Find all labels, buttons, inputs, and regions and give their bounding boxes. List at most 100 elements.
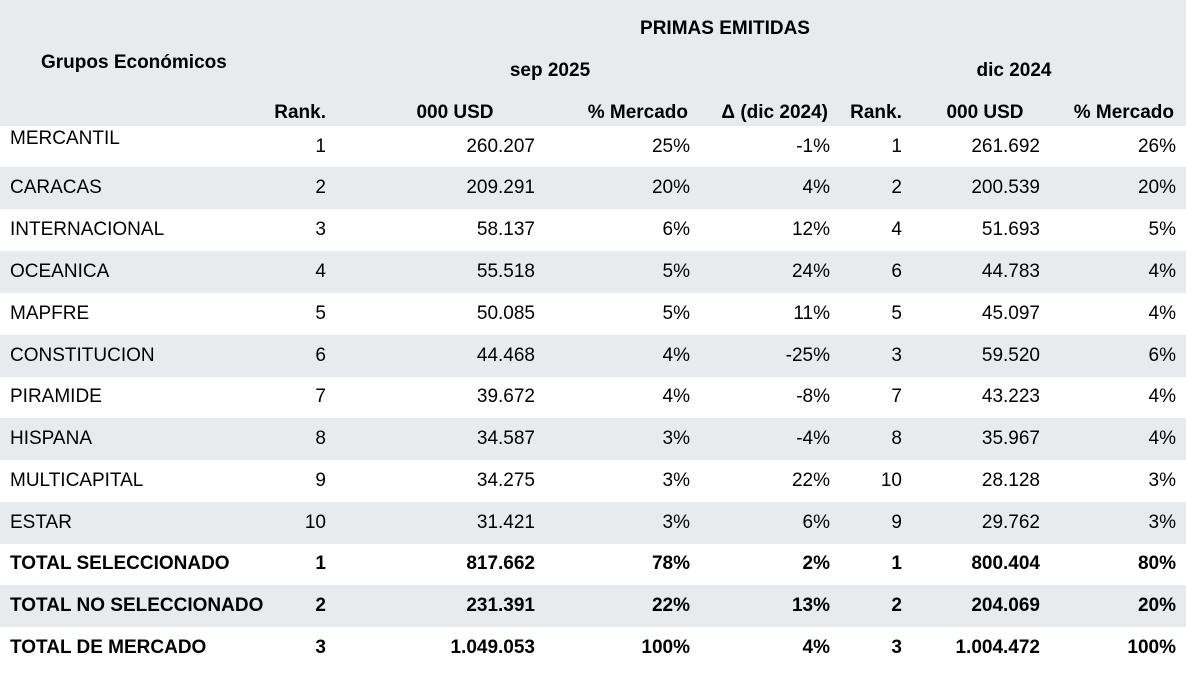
cell-rank: 1 [315,553,326,574]
cell-usd: 260.207 [466,136,535,157]
cell-market-prev: 20% [1137,595,1176,616]
col-market-current: % Mercado [587,102,688,123]
cell-market: 78% [651,553,690,574]
cell-rank-prev: 7 [891,386,902,407]
col-rank-previous: Rank. [850,102,902,123]
cell-name: INTERNACIONAL [10,219,165,240]
col-market-previous: % Mercado [1073,102,1174,123]
cell-delta: -4% [796,428,830,449]
cell-market-prev: 100% [1127,637,1176,658]
cell-usd: 31.421 [476,512,535,533]
cell-market-prev: 6% [1148,345,1176,366]
cell-rank: 5 [315,303,326,324]
table-header: PRIMAS EMITIDAS Grupos Económicos sep 20… [0,0,1186,126]
cell-market: 6% [662,219,690,240]
period-previous: dic 2024 [976,60,1052,81]
cell-market: 3% [662,470,690,491]
cell-name: TOTAL DE MERCADO [10,637,207,658]
table-row: CARACAS 2 209.291 20% 4% 2 200.539 20% [0,167,1186,209]
cell-usd-prev: 45.097 [981,303,1040,324]
cell-rank: 3 [315,637,326,658]
cell-market: 25% [651,136,690,157]
table-row: HISPANA 8 34.587 3% -4% 8 35.967 4% [0,418,1186,460]
cell-rank: 7 [315,386,326,407]
cell-name: MAPFRE [10,303,90,324]
cell-usd-prev: 29.762 [981,512,1040,533]
cell-rank: 4 [315,261,326,282]
cell-usd: 34.275 [476,470,535,491]
cell-market: 22% [651,595,690,616]
cell-delta: -8% [796,386,830,407]
cell-rank: 10 [304,512,326,533]
cell-usd-prev: 1.004.472 [955,637,1040,658]
group-label: Grupos Económicos [41,52,227,73]
cell-name: TOTAL SELECCIONADO [10,553,230,574]
cell-usd-prev: 43.223 [981,386,1040,407]
cell-rank: 6 [315,345,326,366]
cell-delta: 13% [791,595,830,616]
table-row: TOTAL NO SELECCIONADO 2 231.391 22% 13% 2 204.… [0,585,1186,627]
table-row: MULTICAPITAL 9 34.275 3% 22% 10 28.128 3% [0,460,1186,502]
col-usd-current: 000 USD [416,102,494,123]
cell-name: OCEANICA [10,261,110,282]
cell-market-prev: 4% [1148,428,1176,449]
cell-name: MERCANTIL [10,128,120,149]
cell-rank-prev: 3 [891,637,902,658]
cell-usd: 44.468 [476,345,535,366]
cell-usd-prev: 44.783 [981,261,1040,282]
cell-usd-prev: 59.520 [981,345,1040,366]
cell-rank: 8 [315,428,326,449]
cell-usd: 34.587 [476,428,535,449]
cell-market-prev: 20% [1137,177,1176,198]
cell-usd-prev: 200.539 [971,177,1040,198]
cell-delta: 24% [791,261,830,282]
cell-rank-prev: 2 [891,595,902,616]
col-usd-previous: 000 USD [946,102,1024,123]
cell-usd: 209.291 [466,177,535,198]
cell-market-prev: 3% [1148,470,1176,491]
cell-market-prev: 26% [1137,136,1176,157]
table-row: CONSTITUCION 6 44.468 4% -25% 3 59.520 6% [0,335,1186,377]
cell-rank-prev: 1 [891,136,902,157]
cell-usd-prev: 35.967 [981,428,1040,449]
cell-market: 4% [662,345,690,366]
table-row: MAPFRE 5 50.085 5% 11% 5 45.097 4% [0,293,1186,335]
cell-delta: -1% [796,136,830,157]
table-row: TOTAL DE MERCADO 3 1.049.053 100% 4% 3 1.004.4… [0,627,1186,669]
cell-rank: 3 [315,219,326,240]
cell-name: TOTAL NO SELECCIONADO [10,595,264,616]
table-row: TOTAL SELECCIONADO 1 817.662 78% 2% 1 800.404 8… [0,543,1186,585]
cell-usd-prev: 800.404 [971,553,1040,574]
cell-usd: 817.662 [466,553,535,574]
table-row: MERCANTIL 1 260.207 25% -1% 1 261.692 26% [0,126,1186,167]
cell-usd: 55.518 [476,261,535,282]
cell-market: 5% [662,303,690,324]
cell-rank: 2 [315,595,326,616]
cell-delta: 4% [802,637,830,658]
cell-usd: 231.391 [466,595,535,616]
cell-rank: 2 [315,177,326,198]
table-row: OCEANICA 4 55.518 5% 24% 6 44.783 4% [0,251,1186,293]
cell-delta: 4% [802,177,830,198]
cell-market-prev: 4% [1148,386,1176,407]
section-title: PRIMAS EMITIDAS [640,18,810,39]
cell-name: CARACAS [10,177,102,198]
cell-market-prev: 5% [1148,219,1176,240]
cell-market: 20% [651,177,690,198]
cell-market-prev: 4% [1148,261,1176,282]
table-row: INTERNACIONAL 3 58.137 6% 12% 4 51.693 5% [0,209,1186,251]
cell-delta: 2% [802,553,830,574]
cell-usd: 50.085 [476,303,535,324]
cell-delta: 6% [802,512,830,533]
cell-usd: 39.672 [476,386,535,407]
cell-usd-prev: 28.128 [981,470,1040,491]
cell-rank-prev: 10 [880,470,902,491]
cell-rank-prev: 6 [891,261,902,282]
cell-rank-prev: 2 [891,177,902,198]
cell-usd-prev: 204.069 [971,595,1040,616]
cell-delta: 22% [791,470,830,491]
col-rank-current: Rank. [274,102,326,123]
cell-name: CONSTITUCION [10,345,155,366]
col-delta: Δ (dic 2024) [721,102,828,123]
cell-rank: 1 [315,136,326,157]
